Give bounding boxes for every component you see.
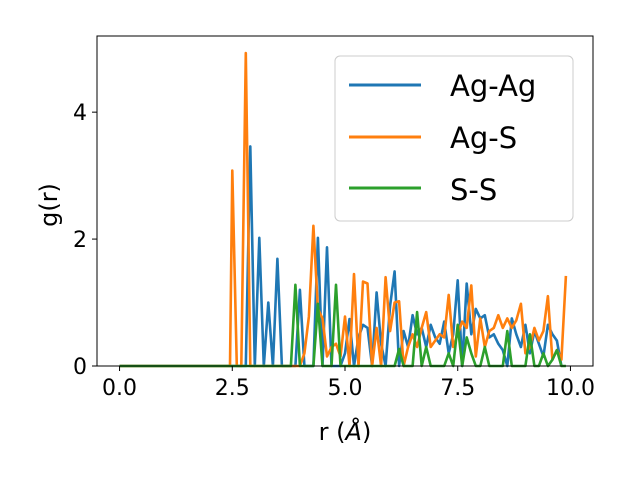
x-axis-label: r (Å)	[319, 417, 372, 446]
x-axis-label-main: r (	[319, 418, 346, 446]
legend-label-s-s: S-S	[450, 173, 497, 207]
y-tick-label: 0	[73, 355, 87, 380]
y-axis: 0 2 4	[73, 101, 97, 380]
x-tick-label: 2.5	[215, 376, 250, 401]
legend-label-ag-ag: Ag-Ag	[450, 69, 536, 103]
x-tick-label: 5.0	[328, 376, 363, 401]
x-tick-label: 10.0	[546, 376, 595, 401]
x-axis: 0.0 2.5 5.0 7.5 10.0	[102, 366, 595, 401]
legend-box	[334, 55, 574, 222]
y-tick-label: 4	[73, 101, 87, 126]
y-tick-label: 2	[73, 228, 87, 253]
x-axis-label-close: )	[362, 418, 371, 446]
x-axis-label-unit: Å	[344, 417, 362, 446]
x-tick-label: 7.5	[440, 376, 475, 401]
y-axis-label: g(r)	[35, 183, 63, 227]
x-tick-label: 0.0	[102, 376, 137, 401]
legend-label-ag-s: Ag-S	[450, 121, 517, 155]
series-line-ag-s	[119, 51, 568, 368]
legend: Ag-Ag Ag-S S-S	[334, 55, 574, 222]
